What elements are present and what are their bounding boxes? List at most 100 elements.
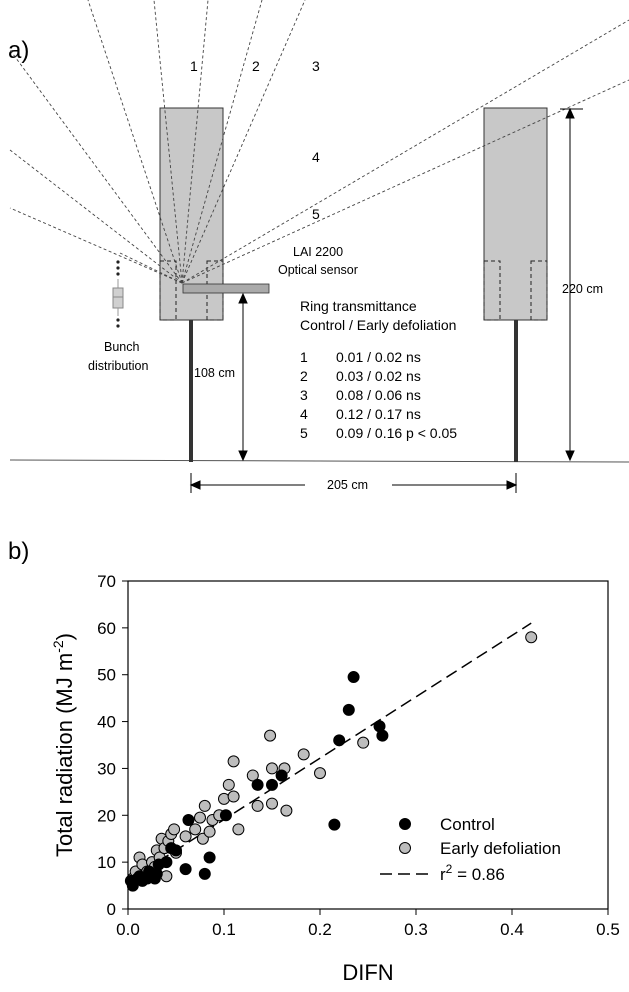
canopy-height-label: 220 cm	[562, 282, 603, 296]
legend-marker-control	[399, 818, 411, 830]
ring-number-3: 3	[312, 58, 320, 74]
table-ring: 4	[300, 406, 308, 422]
early-defoliation-point	[227, 755, 240, 768]
canopy-height-arrow	[560, 107, 583, 462]
control-point	[342, 703, 355, 716]
control-point	[160, 856, 173, 869]
bunch-distribution-boxplot	[112, 260, 124, 328]
table-ring: 1	[300, 349, 308, 365]
table-ring: 5	[300, 425, 308, 441]
x-axis-title: DIFN	[342, 960, 393, 985]
view-ray	[181, 19, 629, 284]
early-defoliation-point	[232, 823, 245, 836]
sensor-label-line2: Optical sensor	[278, 263, 358, 277]
bunch-label-line2: distribution	[88, 359, 148, 373]
y-axis-title-main: Total radiation (MJ m	[52, 653, 77, 857]
table-ring: 2	[300, 368, 308, 384]
view-ray	[9, 149, 183, 284]
early-defoliation-point	[189, 823, 202, 836]
legend-label-early-defoliation: Early defoliation	[440, 839, 561, 858]
x-tick-label: 0.0	[116, 920, 140, 939]
lai-sensor-bar	[182, 283, 270, 294]
y-axis-title: Total radiation (MJ m-2)	[50, 633, 77, 857]
view-ray	[181, 0, 306, 284]
legend-marker-early-defoliation	[399, 842, 411, 854]
control-point	[347, 671, 360, 684]
view-ray	[9, 49, 183, 284]
control-point	[275, 769, 288, 782]
right-trunk	[514, 320, 518, 462]
control-point	[219, 809, 232, 822]
x-tick-label: 0.3	[404, 920, 428, 939]
early-defoliation-point	[297, 748, 310, 761]
early-defoliation-point	[203, 825, 216, 838]
y-tick-label: 60	[97, 619, 116, 638]
table-title-line2: Control / Early defoliation	[300, 317, 456, 333]
early-defoliation-point	[357, 736, 370, 749]
early-defoliation-point	[264, 729, 277, 742]
table-value: 0.03 / 0.02 ns	[336, 368, 421, 384]
ring-number-2: 2	[252, 58, 260, 74]
table-value: 0.09 / 0.16 p < 0.05	[336, 425, 457, 441]
panel-b-label: b)	[8, 538, 29, 565]
view-ray	[87, 0, 183, 284]
y-tick-label: 30	[97, 759, 116, 778]
table-value: 0.08 / 0.06 ns	[336, 387, 421, 403]
sensor-label-line1: LAI 2200	[293, 245, 343, 259]
legend-fit-r: r	[440, 865, 446, 884]
right-canopy-bunch-zone-left	[483, 260, 501, 321]
regression-fit-line	[127, 622, 532, 882]
legend: Control Early defoliation r2 = 0.86	[380, 815, 561, 884]
x-tick-label: 0.1	[212, 920, 236, 939]
legend-fit-value: = 0.86	[452, 865, 504, 884]
y-tick-label: 10	[97, 853, 116, 872]
ring-number-5: 5	[312, 206, 320, 222]
y-tick-label: 50	[97, 666, 116, 685]
row-spacing-arrow	[189, 473, 518, 493]
view-ray	[181, 0, 209, 284]
left-trunk	[189, 320, 193, 462]
early-defoliation-point	[198, 799, 211, 812]
transmittance-table: 1 0.01 / 0.02 ns 2 0.03 / 0.02 ns 3 0.08…	[300, 349, 457, 441]
ring-number-4: 4	[312, 149, 320, 165]
early-defoliation-point	[227, 790, 240, 803]
x-tick-label: 0.2	[308, 920, 332, 939]
control-point	[182, 813, 195, 826]
control-point	[203, 851, 216, 864]
control-point	[333, 734, 346, 747]
y-axis: 0 10 20 30 40 50 60 70	[97, 572, 128, 919]
panel-a-label: a)	[8, 37, 29, 64]
early-defoliation-point	[168, 823, 181, 836]
control-point	[266, 778, 278, 791]
sensor-height-arrow	[238, 292, 248, 462]
legend-label-fit: r2 = 0.86	[440, 862, 505, 884]
ring-number-1: 1	[190, 58, 198, 74]
panel-a-schematic: a) 1 2 3 4 5	[8, 0, 629, 493]
table-value: 0.01 / 0.02 ns	[336, 349, 421, 365]
y-tick-label: 0	[107, 900, 116, 919]
view-ray	[9, 207, 183, 284]
control-point	[328, 818, 341, 831]
legend-fit-superscript: 2	[446, 862, 453, 876]
control-point	[170, 844, 182, 857]
table-title-line1: Ring transmittance	[300, 298, 417, 314]
control-point	[179, 863, 192, 876]
view-ray	[153, 0, 183, 284]
left-canopy-bunch-zone-left	[159, 260, 177, 321]
x-tick-label: 0.4	[500, 920, 524, 939]
sensor-view-rays	[9, 0, 629, 284]
early-defoliation-point	[246, 769, 259, 782]
view-ray	[181, 79, 629, 284]
early-defoliation-point	[222, 778, 235, 791]
y-tick-label: 40	[97, 713, 116, 732]
control-point	[198, 867, 211, 880]
right-canopy-bunch-zone-right	[530, 260, 548, 321]
plot-frame	[127, 580, 609, 910]
early-defoliation-point	[280, 804, 293, 817]
table-ring: 3	[300, 387, 308, 403]
bunch-label-line1: Bunch	[104, 340, 139, 354]
early-defoliation-point	[266, 762, 278, 775]
data-points	[124, 631, 538, 892]
early-defoliation-point	[179, 830, 192, 843]
